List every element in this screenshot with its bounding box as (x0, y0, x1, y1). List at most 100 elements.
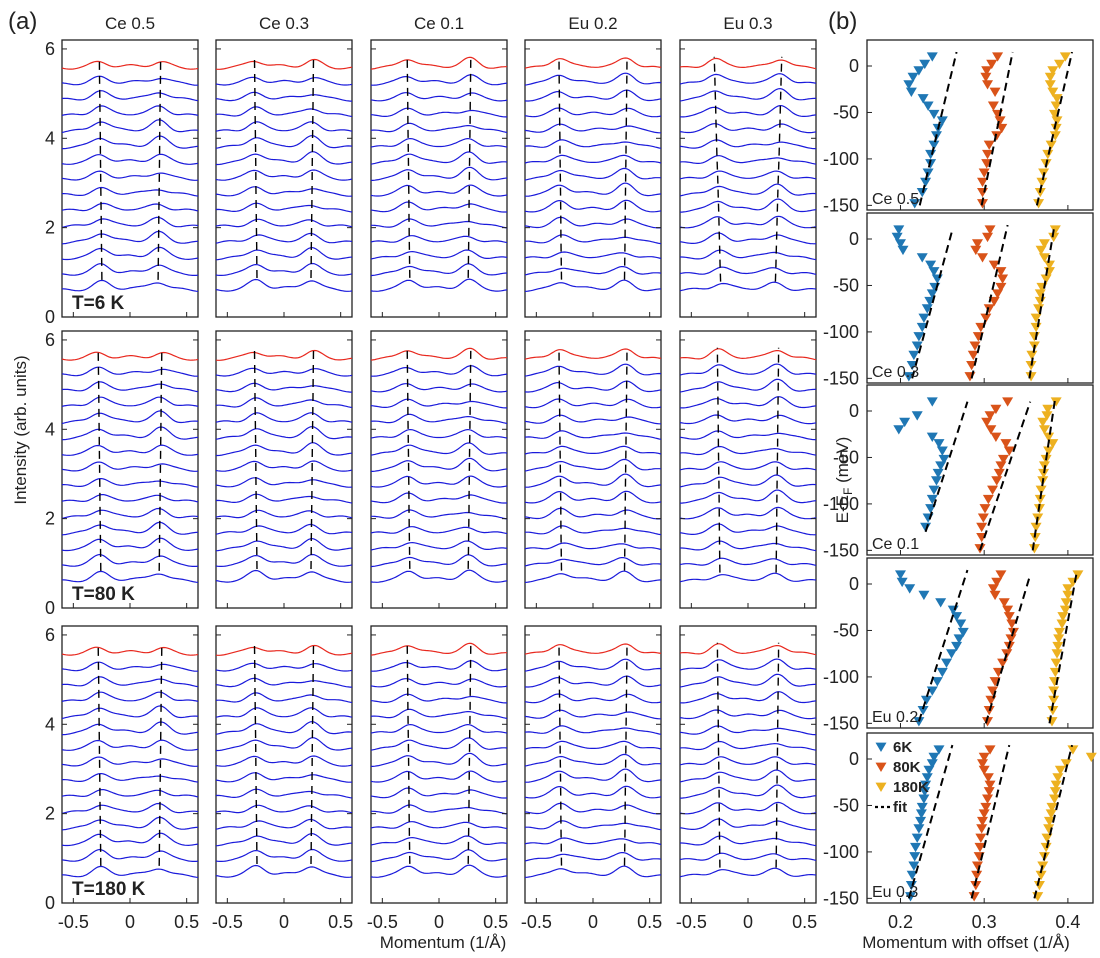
data-point (995, 461, 1007, 471)
xtick-label: -0.5 (521, 912, 552, 932)
xtick-label: 0 (125, 912, 135, 932)
data-point (921, 773, 933, 783)
data-point (1050, 123, 1062, 134)
fit-line (911, 229, 954, 379)
xtick-label: 0.5 (174, 912, 199, 932)
mdc-curve (524, 57, 662, 69)
mdc-curve (61, 705, 199, 720)
mdc-curve (216, 442, 353, 457)
mdc-curve (679, 87, 816, 102)
mdc-curve (679, 232, 817, 245)
mdc-curve (371, 218, 508, 229)
mdc-curve (524, 837, 662, 846)
mdc-curve (524, 363, 662, 377)
data-point (917, 705, 929, 716)
data-point (1059, 605, 1071, 615)
ytick-label: 0 (849, 749, 859, 769)
data-point (894, 239, 906, 249)
data-point (913, 717, 925, 727)
mdc-curve (679, 557, 817, 566)
data-point (1033, 199, 1045, 209)
data-point (984, 745, 996, 755)
data-point (996, 123, 1008, 134)
mdc-curve (370, 475, 508, 488)
mdc-curve (61, 816, 199, 831)
ytick-label: -50 (833, 620, 859, 640)
data-point (926, 686, 938, 696)
data-point (974, 842, 986, 853)
mdc-curve (216, 737, 353, 752)
data-point (957, 627, 969, 638)
mdc-curve (215, 106, 353, 118)
mdc-curve (62, 773, 199, 783)
fit-line (918, 51, 958, 206)
data-point (977, 253, 989, 263)
data-point (971, 870, 983, 881)
sample-label: Ce 0.1 (872, 536, 919, 553)
mdc-curve (370, 235, 508, 244)
data-point (920, 177, 932, 188)
data-point (955, 619, 967, 629)
mdc-curve (215, 397, 353, 409)
mdc-curve (524, 507, 662, 520)
mdc-curve (370, 660, 508, 672)
data-point (919, 59, 931, 70)
mdc-curve (680, 249, 817, 261)
mdc-curve (524, 251, 662, 260)
mdc-curve (215, 772, 353, 783)
data-point (992, 52, 1004, 62)
mdc-subplot (370, 330, 508, 609)
mdc-curve (370, 74, 508, 86)
legend: 6K 80K 180K fit (875, 739, 929, 816)
data-point (986, 59, 998, 70)
mdc-curve (370, 540, 508, 551)
mdc-curve (370, 347, 507, 361)
data-point (917, 94, 929, 104)
data-point (1050, 658, 1062, 668)
mdc-curve (215, 186, 353, 197)
plot-frame (215, 330, 353, 609)
panel-b-label: (b) (828, 8, 857, 35)
mdc-curve (61, 426, 199, 441)
data-point (897, 245, 909, 256)
mdc-curve (679, 658, 817, 671)
mdc-curve (215, 509, 353, 519)
data-point (1026, 350, 1038, 361)
ytick-label: 4 (45, 128, 55, 148)
mdc-curve (61, 396, 199, 407)
data-point (987, 485, 999, 495)
mdc-curve (679, 506, 817, 520)
mdc-curve (370, 122, 508, 134)
data-point (891, 232, 903, 243)
mdc-curve (215, 755, 353, 767)
mdc-curve (215, 788, 353, 799)
data-point (1049, 131, 1061, 141)
data-point (977, 759, 989, 769)
ytick-label: 2 (45, 804, 55, 824)
xtick-label: 0.5 (637, 912, 662, 932)
mdc-curve (61, 216, 199, 228)
mdc-curve (679, 430, 817, 441)
data-point (1034, 289, 1046, 299)
data-point (926, 759, 938, 769)
data-point (981, 66, 993, 76)
mdc-curve (370, 737, 508, 751)
dispersion-subplot: 0 -50 -100 -150 Eu 0.2 (823, 557, 1094, 733)
data-point (987, 686, 999, 696)
mdc-curve (680, 198, 817, 213)
data-point (1050, 101, 1062, 111)
data-point (913, 824, 925, 834)
data-point (1060, 598, 1072, 608)
data-point (976, 522, 988, 533)
data-point (923, 765, 935, 776)
data-point (995, 282, 1007, 293)
mdc-curve (370, 442, 508, 456)
data-point (1035, 245, 1047, 256)
mdc-curve (215, 382, 352, 393)
mdc-subplot: 0 2 4 6 T=6 K (45, 39, 199, 327)
data-point (980, 313, 992, 323)
mdc-curve (524, 348, 662, 360)
data-point (1034, 494, 1046, 505)
mdc-curve (679, 756, 817, 766)
ytick-label: 6 (45, 39, 55, 59)
